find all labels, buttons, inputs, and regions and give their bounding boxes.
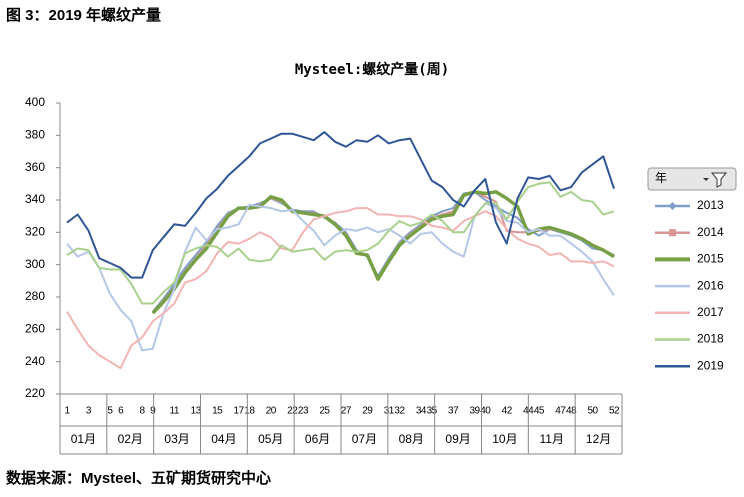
legend-marker xyxy=(669,229,676,237)
month-label: 09月 xyxy=(445,432,470,446)
series-line xyxy=(66,202,615,352)
filter-icon xyxy=(710,172,728,188)
x-tick-label: 15 xyxy=(212,406,223,417)
x-tick-label: 34 xyxy=(416,406,427,417)
y-tick-label: 400 xyxy=(25,95,45,109)
legend-label: 2015 xyxy=(697,252,724,266)
x-tick-label: 29 xyxy=(362,406,373,417)
y-tick-label: 260 xyxy=(25,322,45,336)
y-tick-label: 380 xyxy=(25,128,45,142)
x-tick-label: 17 xyxy=(234,406,245,417)
legend-label: 2018 xyxy=(697,332,724,346)
x-tick-label: 23 xyxy=(298,406,309,417)
month-label: 10月 xyxy=(492,432,517,446)
x-tick-label: 18 xyxy=(244,406,255,417)
legend-label: 2016 xyxy=(697,278,724,292)
y-tick-label: 220 xyxy=(25,386,45,400)
x-tick-label: 5 xyxy=(107,406,113,417)
y-tick-label: 340 xyxy=(25,192,45,206)
month-label: 11月 xyxy=(540,432,564,446)
x-tick-label: 20 xyxy=(266,406,277,417)
x-tick-label: 32 xyxy=(394,406,405,417)
x-tick-label: 27 xyxy=(341,406,352,417)
y-tick-label: 360 xyxy=(25,160,45,174)
y-tick-label: 320 xyxy=(25,225,45,239)
series-line xyxy=(66,207,615,370)
x-tick-label: 52 xyxy=(609,406,620,417)
x-tick-label: 47 xyxy=(555,406,566,417)
month-label: 04月 xyxy=(211,432,236,446)
x-tick-label: 35 xyxy=(427,406,438,417)
x-tick-label: 31 xyxy=(384,406,395,417)
y-tick-label: 300 xyxy=(25,257,45,271)
header: 图 3：2019 年螺纹产量 xyxy=(6,6,161,24)
month-label: 01月 xyxy=(71,432,96,446)
legend-label: 2014 xyxy=(697,225,724,239)
month-label: 06月 xyxy=(305,432,330,446)
x-tick-label: 48 xyxy=(566,406,577,417)
x-tick-label: 1 xyxy=(64,406,70,417)
x-tick-label: 11 xyxy=(170,406,180,417)
x-tick-label: 50 xyxy=(587,406,598,417)
legend-marker xyxy=(668,202,677,210)
month-label: 03月 xyxy=(164,432,189,446)
legend-label: 2019 xyxy=(697,358,724,372)
series-line xyxy=(66,131,615,279)
x-tick-label: 6 xyxy=(118,406,124,417)
x-tick-label: 22 xyxy=(287,406,298,417)
month-label: 02月 xyxy=(118,432,143,446)
legend-label: 2013 xyxy=(697,198,724,212)
x-tick-label: 37 xyxy=(448,406,459,417)
x-tick-label: 3 xyxy=(86,406,92,417)
x-tick-label: 44 xyxy=(523,406,534,417)
chart-title: Mysteel:螺纹产量(周) xyxy=(295,61,449,78)
dropdown-icon xyxy=(703,178,709,181)
y-tick-label: 240 xyxy=(25,354,45,368)
month-label: 12月 xyxy=(586,432,611,446)
month-label: 07月 xyxy=(352,432,377,446)
legend-title: 年 xyxy=(655,171,667,185)
month-label: 08月 xyxy=(399,432,424,446)
x-tick-label: 13 xyxy=(191,406,202,417)
month-label: 05月 xyxy=(258,432,283,446)
x-tick-label: 40 xyxy=(480,406,491,417)
y-tick-label: 280 xyxy=(25,289,45,303)
source: 数据来源：Mysteel、五矿期货研究中心 xyxy=(6,469,271,487)
x-tick-label: 45 xyxy=(534,406,545,417)
x-tick-label: 25 xyxy=(319,406,330,417)
legend-label: 2017 xyxy=(697,305,724,319)
x-tick-label: 39 xyxy=(470,406,481,417)
series-line xyxy=(66,181,615,305)
x-tick-label: 42 xyxy=(502,406,513,417)
x-tick-label: 8 xyxy=(140,406,146,417)
